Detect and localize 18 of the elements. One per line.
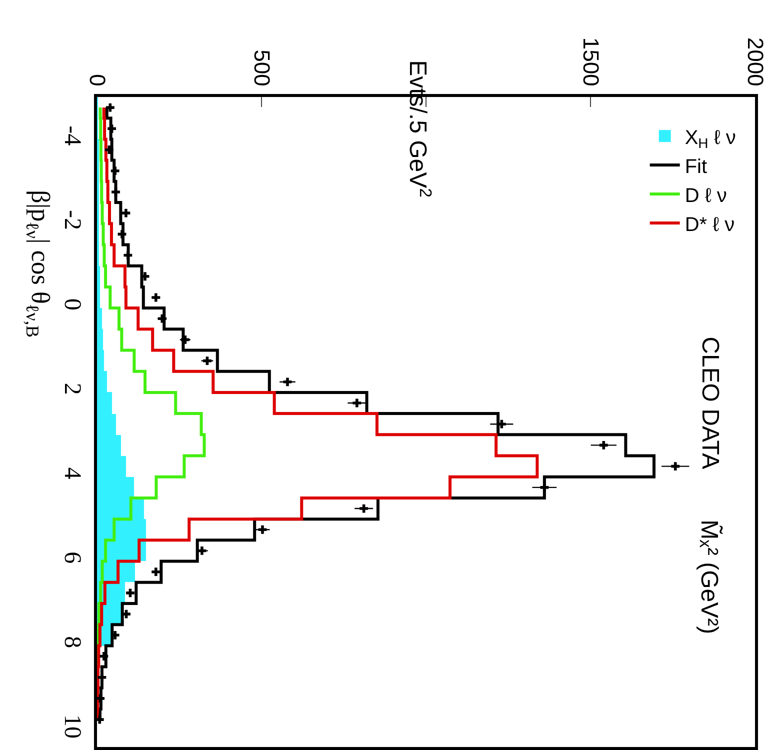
y-tick-label: 2: [59, 382, 86, 395]
x-tick-label: 500: [249, 50, 274, 86]
y-tick-label: 8: [59, 636, 86, 648]
legend-label: D ℓ ν: [684, 184, 727, 207]
legend-label: Fit: [684, 156, 708, 178]
y-tick-label: 4: [59, 467, 86, 480]
legend-label: X$_{H}$ ℓ ν: [684, 126, 736, 151]
annotation: CLEO DATA: [696, 336, 724, 470]
x-tick-label: 2000: [742, 37, 768, 86]
x-tick-label: 1500: [578, 37, 604, 86]
y-tick-label: 10: [59, 714, 86, 739]
y-tick-label: -4: [59, 126, 86, 146]
y-axis-title: M̃ₓ² (GeV²): [695, 520, 724, 634]
legend-label: D* ℓ ν: [684, 214, 735, 236]
y-tick-label: 0: [59, 298, 86, 310]
x-tick-label: 0: [84, 74, 110, 86]
y-tick-label: -2: [59, 210, 86, 230]
y-tick-label: 6: [59, 552, 86, 564]
